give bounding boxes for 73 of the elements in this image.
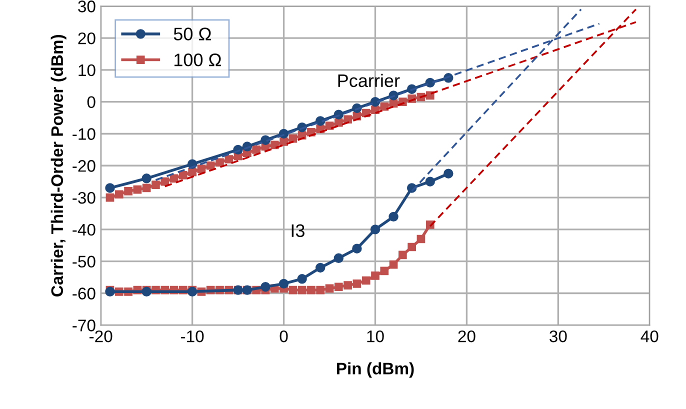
y-tick-label: -60 bbox=[72, 288, 96, 300]
point bbox=[425, 176, 435, 186]
point bbox=[352, 244, 362, 254]
point bbox=[178, 171, 188, 180]
y-tick-label: 10 bbox=[78, 64, 96, 76]
x-tick-label: -20 bbox=[90, 330, 112, 342]
x-tick-label: 30 bbox=[550, 330, 567, 342]
point bbox=[389, 260, 398, 269]
y-tick-label: -10 bbox=[72, 128, 96, 140]
annotation: Pcarrier bbox=[338, 74, 400, 88]
point bbox=[398, 250, 407, 260]
point bbox=[206, 161, 215, 170]
y-tick-label: -40 bbox=[72, 224, 96, 236]
point bbox=[362, 276, 370, 285]
x-tick-label: 20 bbox=[458, 330, 476, 342]
point bbox=[416, 234, 426, 244]
x-tick-label: 10 bbox=[367, 330, 384, 342]
point bbox=[106, 193, 114, 202]
point bbox=[188, 168, 196, 176]
point bbox=[197, 164, 206, 173]
y-tick-label: -20 bbox=[72, 160, 96, 172]
point bbox=[252, 146, 260, 154]
point bbox=[298, 286, 306, 294]
point bbox=[371, 272, 380, 280]
x-tick-label: 40 bbox=[640, 330, 658, 342]
point bbox=[316, 262, 326, 273]
point bbox=[380, 266, 389, 276]
y-tick-label: -70 bbox=[72, 320, 96, 332]
point bbox=[334, 282, 343, 292]
point bbox=[114, 190, 124, 199]
point bbox=[370, 224, 380, 234]
point bbox=[187, 286, 198, 297]
point bbox=[444, 168, 454, 178]
point bbox=[216, 158, 224, 167]
point bbox=[278, 278, 289, 289]
point bbox=[124, 187, 132, 196]
point bbox=[344, 281, 352, 290]
point bbox=[142, 184, 151, 192]
point bbox=[325, 122, 334, 130]
y-tick-label: 30 bbox=[78, 0, 96, 12]
y-axis-title: Carrier, Third-Order Power (dBm) bbox=[50, 34, 66, 296]
x-tick-label: 0 bbox=[280, 330, 288, 342]
point bbox=[334, 253, 344, 264]
y-tick-label: -50 bbox=[72, 256, 96, 268]
point bbox=[142, 286, 152, 297]
point bbox=[224, 155, 234, 164]
point bbox=[270, 140, 279, 150]
point bbox=[133, 185, 142, 194]
point bbox=[160, 177, 170, 186]
point bbox=[316, 286, 325, 294]
point bbox=[325, 284, 334, 293]
point bbox=[307, 286, 316, 294]
y-tick-label: 0 bbox=[87, 96, 96, 108]
annotation: I3 bbox=[292, 224, 304, 238]
point bbox=[152, 180, 160, 189]
point bbox=[352, 280, 362, 288]
point bbox=[388, 212, 398, 222]
point bbox=[260, 282, 270, 292]
x-tick-label: -10 bbox=[181, 330, 204, 342]
point bbox=[280, 138, 288, 146]
point bbox=[408, 242, 416, 252]
point bbox=[380, 102, 389, 111]
point bbox=[288, 286, 298, 294]
legend-label: 50 Ω bbox=[174, 28, 211, 40]
legend-label: 100 Ω bbox=[174, 54, 221, 66]
point bbox=[297, 274, 307, 284]
x-axis-title: Pin (dBm) bbox=[337, 362, 414, 378]
y-tick-label: 20 bbox=[78, 32, 96, 44]
point bbox=[344, 115, 352, 124]
y-tick-label: -30 bbox=[72, 192, 96, 204]
point bbox=[142, 174, 152, 184]
point bbox=[105, 183, 115, 193]
point bbox=[105, 286, 115, 297]
